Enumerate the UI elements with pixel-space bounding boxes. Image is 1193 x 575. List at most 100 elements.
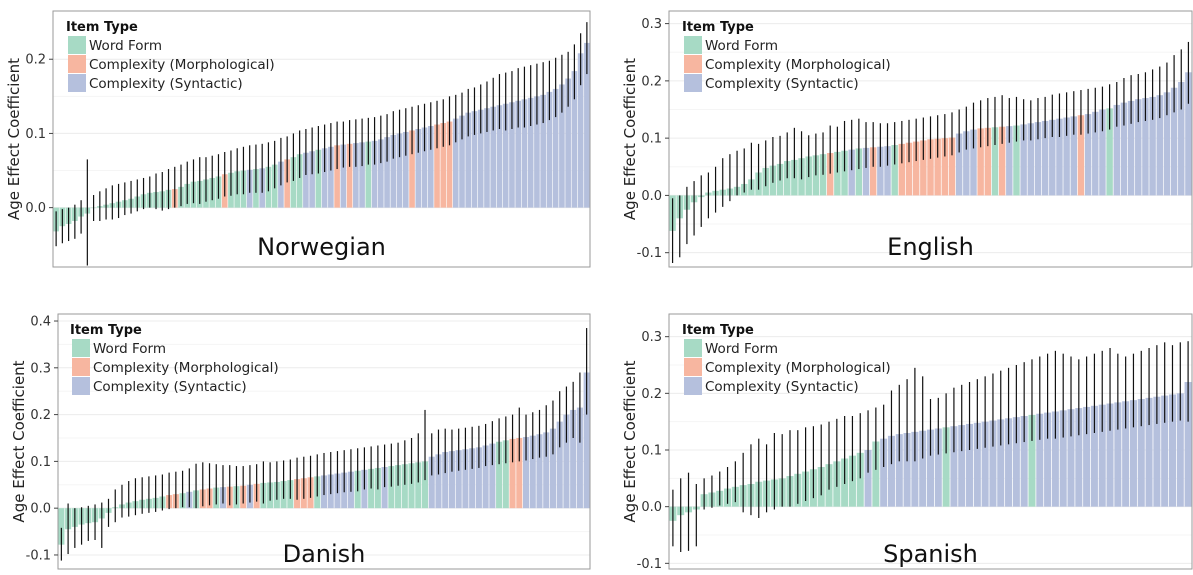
chart-danish: -0.1 0.0 0.1 0.2 0.3 0.4 Age Effect Coefficien… (10, 313, 591, 570)
bar (565, 78, 571, 208)
bar (1099, 109, 1106, 196)
bar (856, 452, 864, 507)
bar (58, 508, 65, 545)
bar (1142, 98, 1149, 196)
bar (1114, 402, 1122, 507)
legend: Item Type Word Form Complexity (Morphologi… (682, 323, 891, 395)
bar (984, 127, 992, 196)
bar (855, 148, 863, 196)
bar (1070, 116, 1078, 196)
y-axis-label: Age Effect Coefficient (10, 360, 28, 522)
bar (862, 147, 870, 196)
bar (1163, 92, 1171, 196)
bar (584, 42, 590, 208)
bar (841, 150, 848, 196)
bar (934, 138, 941, 196)
bar (826, 153, 834, 196)
bar (1075, 408, 1083, 507)
bar (421, 461, 429, 509)
panel-border (668, 313, 1193, 570)
bar (381, 467, 388, 509)
bar (942, 427, 950, 507)
bar (955, 133, 963, 196)
y-tick-label: 0.0 (25, 201, 46, 216)
bar (1020, 416, 1028, 507)
bar (912, 141, 920, 196)
legend-label: Complexity (Syntactic) (705, 76, 859, 92)
legend-label: Word Form (93, 341, 166, 357)
legend-swatch (684, 55, 702, 73)
y-tick-label: 0.0 (641, 500, 662, 515)
y-axis-label: Age Effect Coefficient (5, 58, 23, 220)
legend-swatch (68, 36, 86, 54)
bar (1185, 72, 1192, 196)
bar (556, 421, 563, 509)
bar (1153, 396, 1161, 507)
bar (401, 464, 408, 509)
bar (934, 428, 942, 507)
bar (1012, 417, 1020, 507)
bar (442, 452, 449, 509)
bar (409, 130, 415, 208)
bar (1106, 108, 1113, 196)
panel-border (57, 313, 591, 570)
bar (1020, 124, 1027, 196)
bar (534, 96, 540, 208)
bar (496, 105, 503, 208)
bar (359, 142, 365, 208)
bar (1028, 414, 1036, 507)
bar (571, 71, 578, 208)
bar (1063, 117, 1070, 196)
bar (502, 440, 509, 509)
bar (898, 143, 906, 196)
legend-swatch (68, 74, 86, 92)
bar (576, 407, 583, 509)
y-tick-label: 0.1 (30, 455, 51, 470)
bar (869, 147, 877, 196)
bar (496, 441, 503, 509)
bar (490, 106, 497, 208)
bar (997, 419, 1005, 507)
bar (926, 429, 935, 507)
bar (563, 414, 570, 509)
legend-swatch (684, 377, 702, 395)
bar (1051, 411, 1059, 507)
bar (1027, 123, 1035, 196)
legend-swatch (684, 74, 702, 92)
bar (911, 431, 919, 507)
y-tick-label: 0.0 (641, 189, 662, 204)
legend-label: Complexity (Syntactic) (89, 76, 243, 92)
bar (408, 463, 415, 509)
y-tick-label: 0.3 (30, 361, 51, 376)
bar (1106, 403, 1114, 507)
bar (884, 146, 891, 196)
bar (552, 88, 559, 208)
bar (920, 140, 927, 196)
y-tick-label: -0.1 (26, 548, 51, 563)
bar (516, 437, 523, 509)
bar (549, 428, 556, 509)
bar (527, 97, 534, 208)
bar (427, 126, 434, 208)
bar (864, 450, 872, 507)
bar (1084, 114, 1092, 196)
bar (570, 409, 577, 509)
y-tick-label: 0.1 (25, 127, 46, 142)
y-tick-label: 0.2 (641, 387, 662, 402)
y-tick-label: 0.2 (25, 53, 46, 68)
bar (340, 144, 347, 208)
bar (981, 421, 989, 507)
legend-label: Complexity (Syntactic) (93, 379, 247, 395)
y-tick-label: 0.2 (641, 74, 662, 89)
bar (958, 425, 966, 507)
legend: Item Type Word Form Complexity (Morphologi… (70, 323, 279, 395)
bar (1006, 126, 1013, 196)
bar (941, 138, 949, 196)
bar (315, 149, 322, 208)
bar (540, 94, 546, 208)
panel-title: English (887, 233, 974, 261)
bar (459, 115, 465, 208)
bar (970, 129, 977, 196)
bar (1120, 102, 1128, 196)
bar (388, 466, 395, 509)
